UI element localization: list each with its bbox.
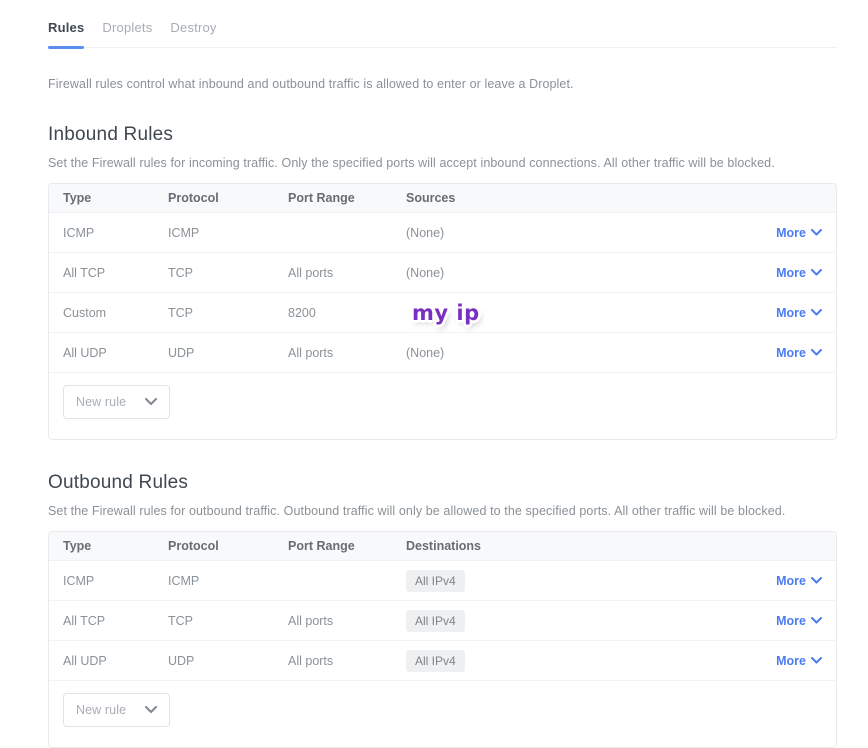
chevron-down-icon <box>811 577 822 584</box>
rule-port-range: 8200 <box>288 305 316 320</box>
table-row: All UDP UDP All ports All IPv4 More <box>49 641 836 681</box>
rule-type: Custom <box>63 305 107 320</box>
table-row: ICMP ICMP (None) More <box>49 213 836 253</box>
more-button[interactable]: More <box>776 226 822 240</box>
rule-port-range: All ports <box>288 613 334 628</box>
outbound-rules-description: Set the Firewall rules for outbound traf… <box>48 504 786 518</box>
rule-protocol: ICMP <box>168 573 200 588</box>
rule-type: All TCP <box>63 265 106 280</box>
firewall-intro-text: Firewall rules control what inbound and … <box>48 77 574 91</box>
more-button[interactable]: More <box>776 654 822 668</box>
rule-protocol: TCP <box>168 305 193 320</box>
more-button[interactable]: More <box>776 306 822 320</box>
inbound-rules-section: Inbound Rules Set the Firewall rules for… <box>48 124 837 440</box>
new-rule-label: New rule <box>76 395 127 409</box>
table-row: All TCP TCP All ports (None) More <box>49 253 836 293</box>
chevron-down-icon <box>145 706 157 713</box>
more-button[interactable]: More <box>776 614 822 628</box>
more-button[interactable]: More <box>776 346 822 360</box>
chevron-down-icon <box>811 229 822 236</box>
tab-bar: Rules Droplets Destroy <box>48 18 837 49</box>
tab-destroy[interactable]: Destroy <box>170 20 217 35</box>
column-header-port-range: Port Range <box>288 191 355 205</box>
rule-port-range: All ports <box>288 653 334 668</box>
rule-source: (None) <box>406 345 445 360</box>
column-header-sources: Sources <box>406 191 456 205</box>
chevron-down-icon <box>145 398 157 405</box>
rule-source: (None) <box>406 265 445 280</box>
column-header-destinations: Destinations <box>406 539 482 553</box>
rule-protocol: UDP <box>168 345 195 360</box>
rule-type: All UDP <box>63 653 107 668</box>
rule-type: All UDP <box>63 345 107 360</box>
destination-chip: All IPv4 <box>406 569 465 592</box>
column-header-protocol: Protocol <box>168 191 219 205</box>
rule-protocol: TCP <box>168 613 193 628</box>
outbound-rules-title: Outbound Rules <box>48 472 189 493</box>
rule-type: ICMP <box>63 573 95 588</box>
destination-chip: All IPv4 <box>406 609 465 632</box>
rule-port-range: All ports <box>288 345 334 360</box>
table-row: Custom TCP 8200 my ip More <box>49 293 836 333</box>
column-header-type: Type <box>63 539 92 553</box>
inbound-rules-title: Inbound Rules <box>48 124 174 145</box>
new-rule-dropdown[interactable]: New rule <box>63 693 170 727</box>
rule-protocol: ICMP <box>168 225 200 240</box>
outbound-table-header: Type Protocol Port Range Destinations <box>49 532 836 561</box>
table-row: All UDP UDP All ports (None) More <box>49 333 836 373</box>
column-header-port-range: Port Range <box>288 539 355 553</box>
column-header-protocol: Protocol <box>168 539 219 553</box>
more-button[interactable]: More <box>776 266 822 280</box>
new-rule-dropdown[interactable]: New rule <box>63 385 170 419</box>
rule-type: ICMP <box>63 225 95 240</box>
tab-droplets[interactable]: Droplets <box>102 20 153 35</box>
rule-protocol: TCP <box>168 265 193 280</box>
more-button[interactable]: More <box>776 574 822 588</box>
outbound-rules-section: Outbound Rules Set the Firewall rules fo… <box>48 472 837 748</box>
firewall-rules-page: Rules Droplets Destroy Firewall rules co… <box>48 18 837 748</box>
chevron-down-icon <box>811 309 822 316</box>
table-row: ICMP ICMP All IPv4 More <box>49 561 836 601</box>
rule-protocol: UDP <box>168 653 195 668</box>
rule-port-range: All ports <box>288 265 334 280</box>
my-ip-redaction-overlay: my ip <box>412 300 480 325</box>
tab-rules[interactable]: Rules <box>48 18 88 49</box>
chevron-down-icon <box>811 657 822 664</box>
destination-chip: All IPv4 <box>406 649 465 672</box>
inbound-new-rule-area: New rule <box>49 373 836 439</box>
rule-source: (None) <box>406 225 445 240</box>
chevron-down-icon <box>811 269 822 276</box>
inbound-rules-description: Set the Firewall rules for incoming traf… <box>48 156 775 170</box>
inbound-table-header: Type Protocol Port Range Sources <box>49 184 836 213</box>
chevron-down-icon <box>811 617 822 624</box>
new-rule-label: New rule <box>76 703 127 717</box>
rule-type: All TCP <box>63 613 106 628</box>
table-row: All TCP TCP All ports All IPv4 More <box>49 601 836 641</box>
column-header-type: Type <box>63 191 92 205</box>
outbound-new-rule-area: New rule <box>49 681 836 747</box>
outbound-rules-table: Type Protocol Port Range Destinations IC… <box>48 531 837 748</box>
inbound-rules-table: Type Protocol Port Range Sources ICMP IC… <box>48 183 837 440</box>
chevron-down-icon <box>811 349 822 356</box>
